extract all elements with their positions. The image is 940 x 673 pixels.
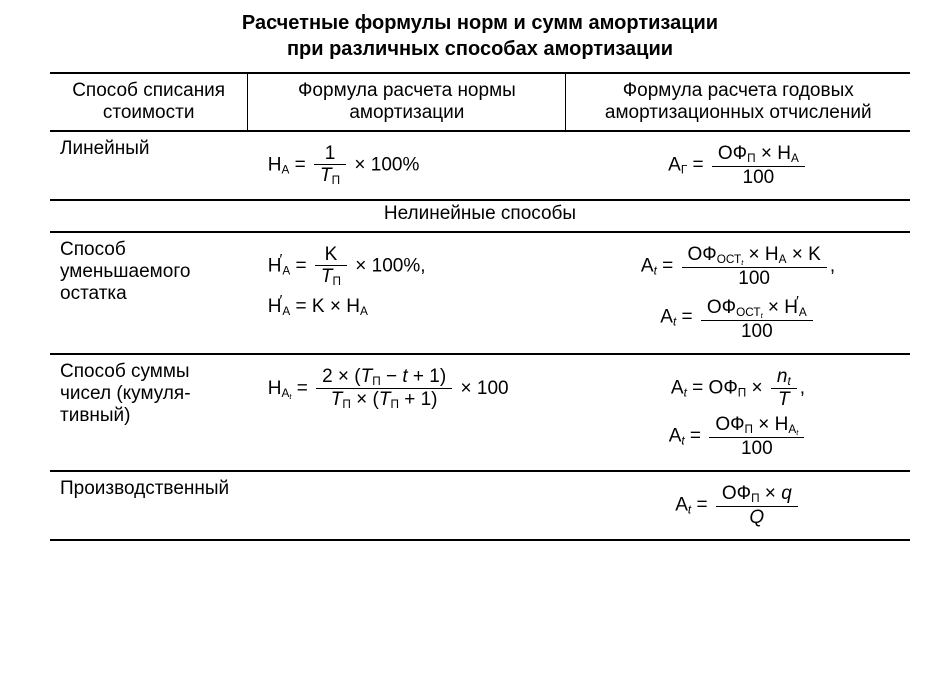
section-nonlinear-label: Нелинейные способы	[50, 200, 910, 232]
amortization-table: Способ списания стоимости Формула расчет…	[50, 72, 910, 541]
reducing-norm2: Н′А = K × НА	[258, 293, 556, 318]
reducing-name: Способ уменьшаемого остатка	[50, 232, 248, 354]
reducing-norm-cell: Н′А = K TП × 100%, Н′А = K × НА	[248, 232, 566, 354]
row-sumyears: Способ суммы чисел (кумуля­тивный) НАt =…	[50, 354, 910, 472]
sumyears-norm-cell: НАt = 2 × (TП − t + 1) TП × (TП + 1) × 1…	[248, 354, 566, 472]
page-title: Расчетные формулы норм и сумм амортизаци…	[50, 10, 910, 62]
linear-norm-cell: НА = 1 TП × 100%	[248, 131, 566, 200]
production-annual-cell: Аt = ОФП × q Q	[566, 471, 910, 540]
sumyears-annual-cell: Аt = ОФП × nt T , Аt = ОФП × НАt 100	[566, 354, 910, 472]
header-col1: Способ списания стоимости	[50, 73, 248, 131]
section-nonlinear: Нелинейные способы	[50, 200, 910, 232]
sumyears-norm: НАt = 2 × (TП − t + 1) TП × (TП + 1) × 1…	[258, 367, 556, 411]
row-reducing: Способ уменьшаемого остатка Н′А = K TП ×…	[50, 232, 910, 354]
linear-name: Линейный	[50, 131, 248, 200]
header-col3: Формула расчета годовых амортизационных …	[566, 73, 910, 131]
reducing-annual-cell: Аt = ОФОСТt × НА × K 100 , Аt = ОФОСТt	[566, 232, 910, 354]
production-annual: Аt = ОФП × q Q	[576, 484, 900, 527]
row-production: Производст­венный Аt = ОФП × q Q	[50, 471, 910, 540]
linear-annual-cell: АГ = ОФП × НА 100	[566, 131, 910, 200]
linear-annual-formula: АГ = ОФП × НА 100	[576, 144, 900, 187]
reducing-annual1: Аt = ОФОСТt × НА × K 100 ,	[576, 245, 900, 288]
linear-norm-formula: НА = 1 TП × 100%	[258, 144, 556, 187]
header-col2: Формула расчета нормы амортизации	[248, 73, 566, 131]
reducing-norm1: Н′А = K TП × 100%,	[258, 245, 556, 288]
sumyears-annual2: Аt = ОФП × НАt 100	[576, 415, 900, 458]
sumyears-annual1: Аt = ОФП × nt T ,	[576, 367, 900, 410]
title-line-1: Расчетные формулы норм и сумм амортизаци…	[242, 12, 718, 34]
production-norm-cell	[248, 471, 566, 540]
row-linear: Линейный НА = 1 TП × 100% АГ = ОФП × НА	[50, 131, 910, 200]
reducing-annual2: Аt = ОФОСТt × Н′А 100	[576, 294, 900, 341]
production-name: Производст­венный	[50, 471, 248, 540]
table-header-row: Способ списания стоимости Формула расчет…	[50, 73, 910, 131]
sumyears-name: Способ суммы чисел (кумуля­тивный)	[50, 354, 248, 472]
title-line-2: при различных способах амортизации	[287, 38, 673, 60]
